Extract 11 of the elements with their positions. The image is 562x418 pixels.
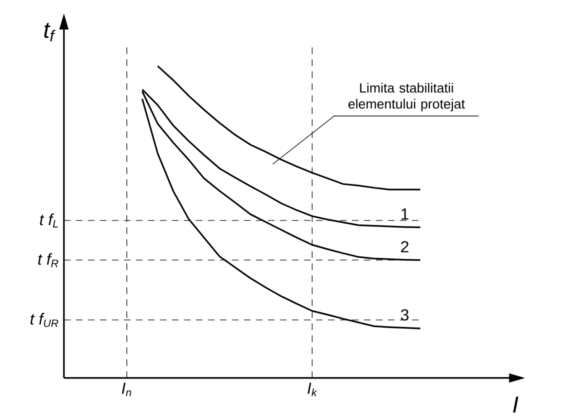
y-axis-title: t$_{f}$ [44, 22, 56, 42]
series-label: 3 [400, 309, 409, 321]
ref-line-label: t f$_{R}$ [38, 253, 58, 268]
ref-line-label: t f$_{UR}$ [30, 312, 58, 328]
ref-line-label: t f$_{L}$ [40, 213, 58, 228]
x-tick-label: I$_{k}$ [308, 382, 318, 396]
annotation: Limita stabilitatii elementului protejat [348, 82, 465, 112]
series-label: 1 [402, 208, 408, 220]
x-tick-label: I$_{n}$ [122, 382, 132, 396]
x-axis-title: I [513, 396, 518, 413]
series-label: 2 [401, 241, 408, 252]
